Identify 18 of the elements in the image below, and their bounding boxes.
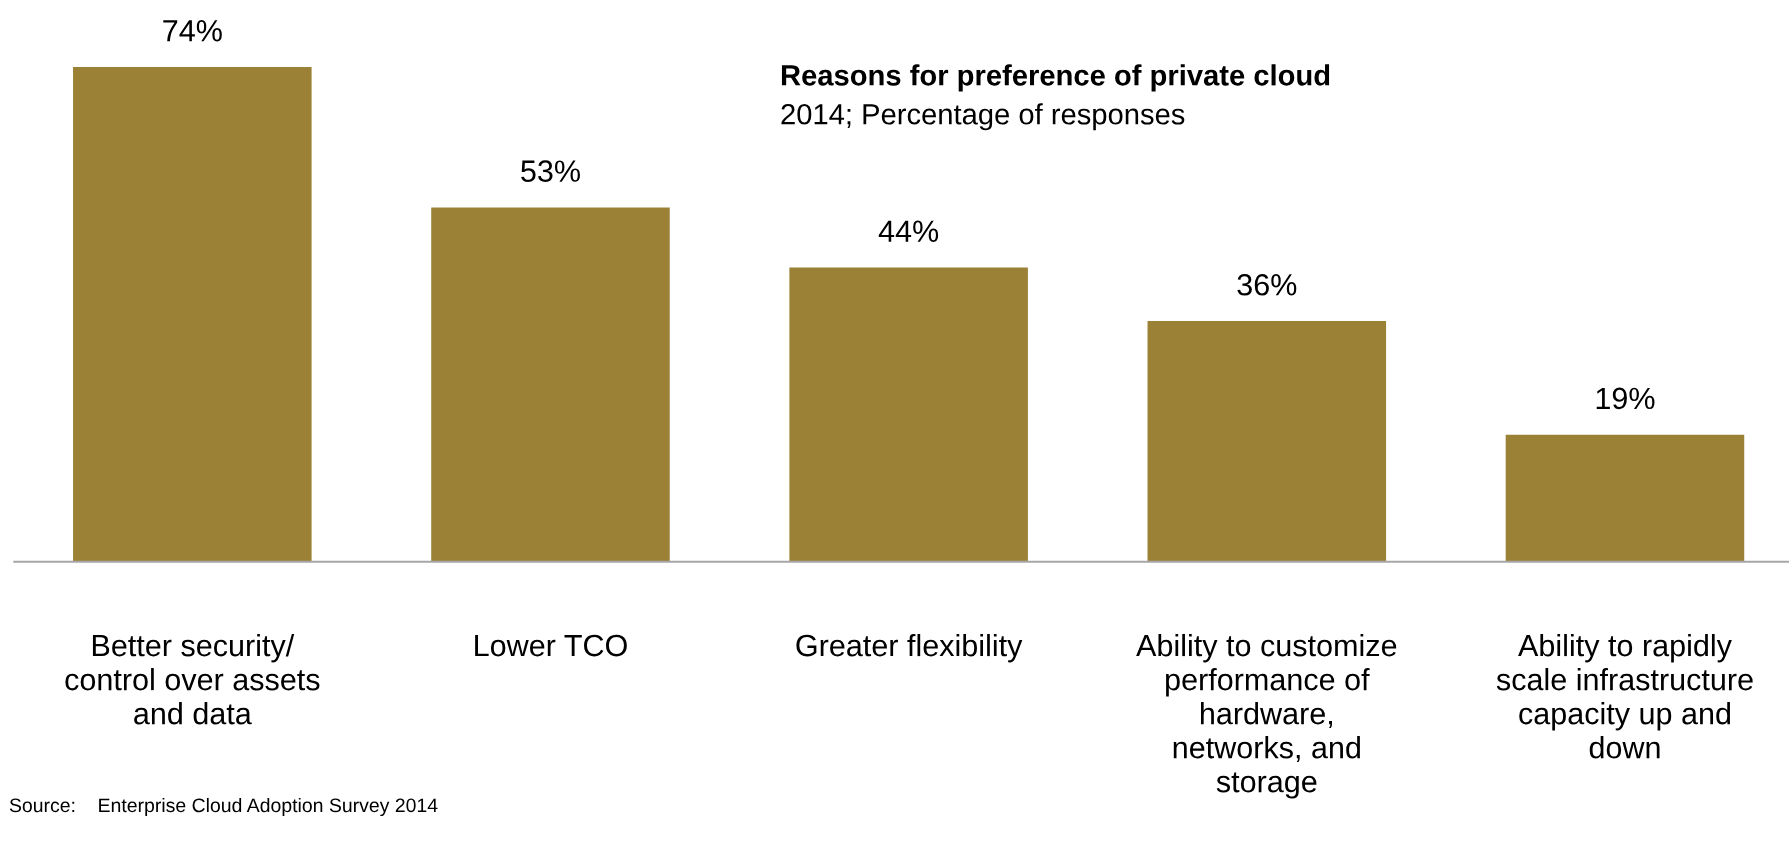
x-tick-label: Lower TCO xyxy=(475,634,627,657)
bar xyxy=(73,67,312,562)
bar xyxy=(1505,434,1745,562)
source-note: Source: Enterprise Cloud Adoption Survey 2014 xyxy=(9,797,438,817)
bar xyxy=(789,267,1028,562)
chart-title: Reasons for preference of private cloud xyxy=(781,64,1330,92)
x-tick-label: Ability to customize performance of hardware, networks, and storage xyxy=(1136,633,1397,799)
text: 2014; Percentage of responses xyxy=(781,103,1185,131)
x-tick-label: Greater flexibility xyxy=(796,633,1023,663)
x-tick-label: Better security/ control over assets and data xyxy=(65,633,320,725)
data-label: 19% xyxy=(1596,387,1655,410)
bar xyxy=(431,207,670,562)
data-label: 53% xyxy=(521,160,580,182)
bar xyxy=(1147,321,1387,562)
data-label: 36% xyxy=(1237,273,1297,296)
x-tick-label: Ability to rapidly scale infrastructure capacity up and down xyxy=(1496,633,1753,759)
data-label: 74% xyxy=(163,20,222,42)
data-label: 44% xyxy=(878,220,939,242)
